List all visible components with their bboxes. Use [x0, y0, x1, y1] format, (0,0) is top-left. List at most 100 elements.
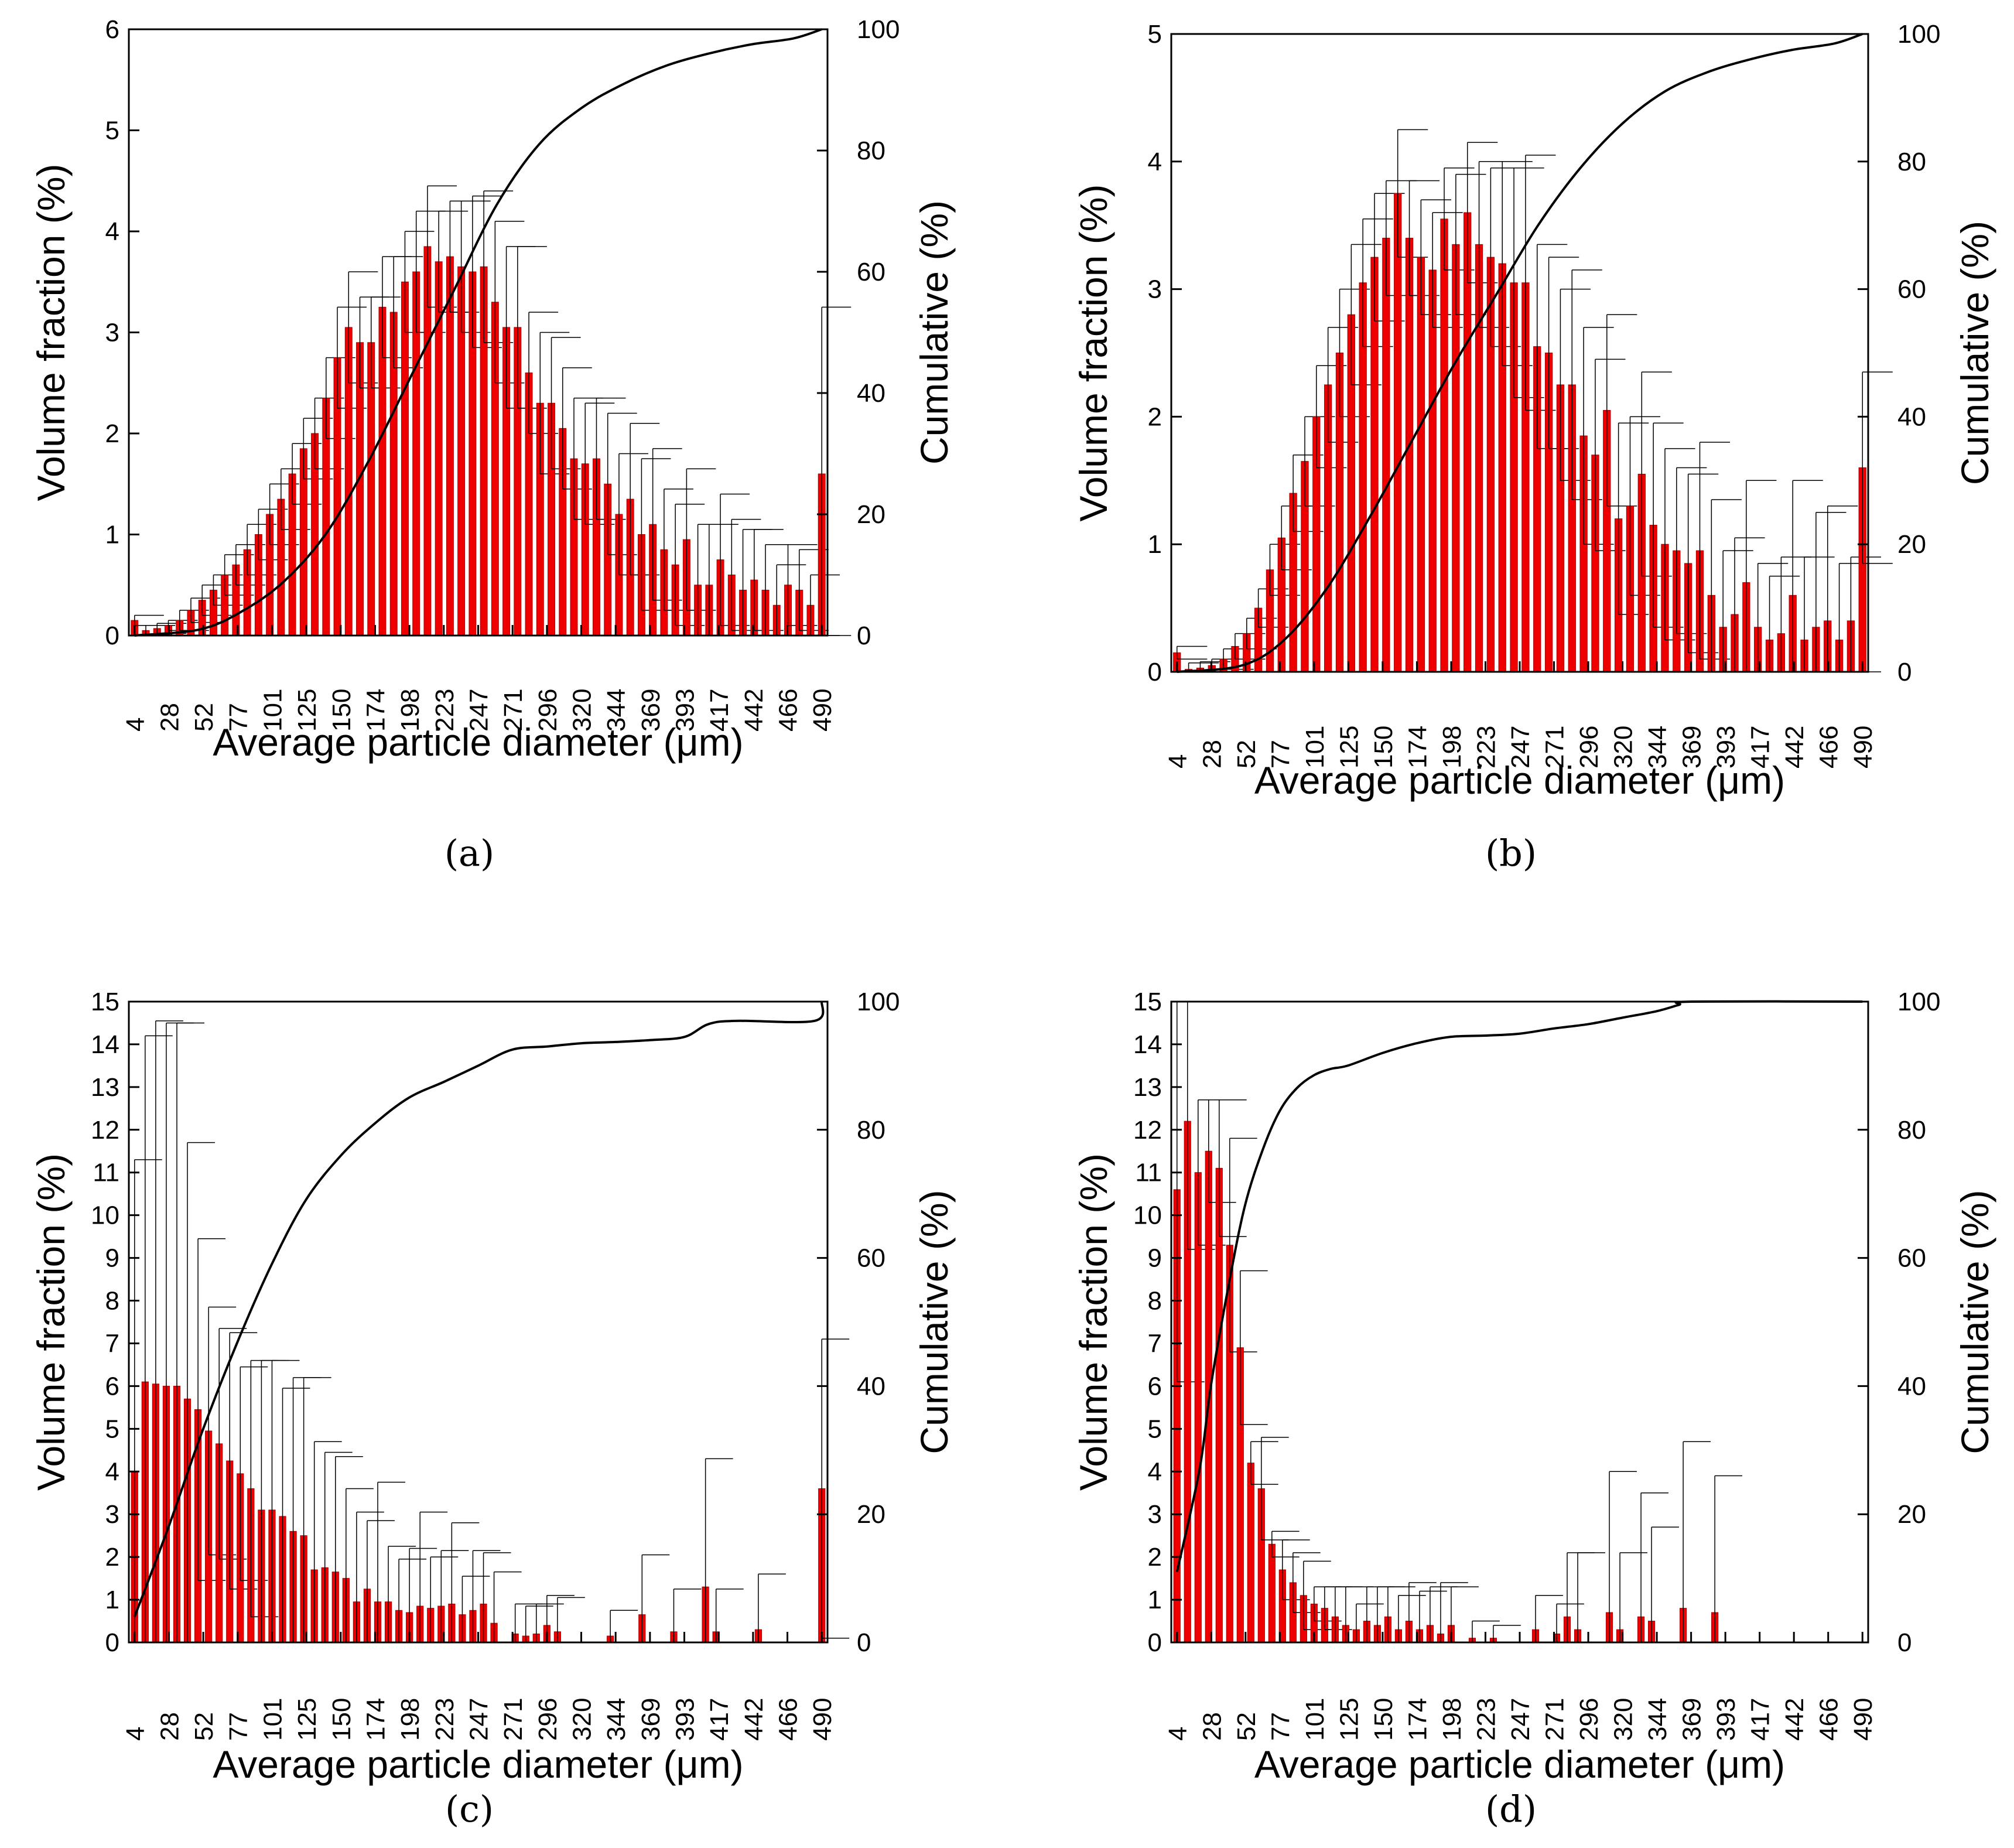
x-tick-label: 442: [1780, 1698, 1809, 1741]
y-tick-label-right: 0: [1897, 658, 1912, 686]
y-tick-label-left: 14: [1133, 1030, 1162, 1059]
y-axis-title-right: Cumulative (%): [912, 1190, 956, 1454]
y-tick-label-right: 100: [857, 988, 900, 1016]
cumulative-line: [1175, 1000, 1863, 1573]
x-tick-label: 296: [534, 1698, 562, 1741]
x-tick-label: 52: [190, 703, 218, 732]
y-tick-label-left: 4: [105, 217, 119, 246]
x-tick-label: 344: [602, 689, 631, 732]
y-tick-label-left: 3: [105, 1500, 119, 1529]
y-tick-label-left: 4: [1148, 1457, 1162, 1486]
y-axis-title-right: Cumulative (%): [1953, 1190, 1996, 1454]
y-tick-label-left: 5: [105, 1415, 119, 1443]
x-tick-label: 417: [705, 689, 734, 732]
plot-frame: [128, 1000, 829, 1644]
y-tick-label-right: 80: [857, 136, 885, 165]
x-tick-label: 271: [1541, 1698, 1570, 1741]
bar: [1440, 218, 1448, 672]
x-axis-title: Average particle diameter (μm): [1254, 759, 1785, 802]
x-tick-label: 271: [1541, 726, 1570, 768]
cumulative-line: [134, 28, 822, 637]
y-tick-label-right: 60: [1897, 1244, 1926, 1273]
panel-b: 0 1 2 3 4 5 0 20 40 60 80 100 4 28 52 77 101 125 150 174 198…: [1072, 20, 1996, 875]
y-tick-label-left: 6: [1148, 1372, 1162, 1400]
x-tick-label: 369: [1678, 1698, 1707, 1741]
x-tick-label: 417: [1746, 726, 1775, 768]
x-tick-label: 247: [465, 1698, 494, 1741]
y-tick-label-left: 1: [105, 521, 119, 549]
y-tick-label-left: 13: [91, 1073, 119, 1102]
x-tick-label: 296: [534, 689, 562, 732]
y-axis-title-left: Volume fraction (%): [1072, 185, 1115, 522]
y-tick-label-left: 12: [1133, 1116, 1162, 1145]
x-tick-label: 490: [1849, 726, 1878, 768]
x-tick-label: 198: [1438, 1698, 1466, 1741]
x-tick-label: 198: [396, 689, 425, 732]
x-tick-label: 28: [1198, 740, 1226, 768]
bar: [1247, 1463, 1254, 1643]
x-tick-label: 271: [499, 689, 528, 732]
x-tick-label: 150: [327, 1698, 356, 1741]
x-tick-label: 393: [671, 689, 700, 732]
panel-caption: (c): [445, 1788, 494, 1830]
x-tick-label: 344: [1643, 726, 1672, 768]
bar: [1394, 193, 1402, 672]
bars: [1173, 129, 1893, 672]
y-tick-label-left: 0: [1148, 1628, 1162, 1657]
y-tick-label-right: 40: [857, 379, 885, 408]
y-tick-label-left: 9: [105, 1244, 119, 1273]
x-tick-label: 417: [1746, 1698, 1775, 1741]
y-tick-label-left: 11: [93, 1159, 119, 1187]
y-tick-label-right: 60: [857, 258, 885, 286]
panel-caption: (d): [1485, 1788, 1537, 1830]
x-tick-label: 52: [190, 1712, 218, 1741]
x-tick-label: 369: [637, 689, 665, 732]
x-tick-label: 247: [1506, 1698, 1535, 1741]
y-tick-label-right: 20: [1897, 530, 1926, 559]
y-tick-label-left: 5: [1148, 20, 1162, 49]
x-tick-label: 393: [671, 1698, 700, 1741]
y-tick-label-left: 1: [105, 1586, 119, 1614]
y-tick-label-right: 20: [857, 500, 885, 529]
y-tick-label-left: 15: [1133, 988, 1162, 1016]
x-tick-label: 490: [1849, 1698, 1878, 1741]
bar: [1417, 257, 1425, 672]
x-tick-label: 125: [1335, 726, 1363, 768]
x-axis-title: Average particle diameter (μm): [213, 720, 743, 764]
x-tick-label: 296: [1575, 726, 1603, 768]
cumulative-line: [1177, 33, 1863, 673]
y-tick-label-left: 6: [105, 15, 119, 44]
y-tick-label-right: 100: [857, 15, 900, 44]
bars: [131, 185, 852, 636]
x-tick-label: 174: [1403, 1698, 1432, 1741]
x-tick-label: 101: [1301, 1698, 1329, 1741]
x-tick-label: 223: [430, 1698, 459, 1741]
y-tick-label-right: 80: [857, 1116, 885, 1145]
y-tick-label-left: 1: [1148, 530, 1162, 559]
x-tick-label: 369: [637, 1698, 665, 1741]
y-tick-label-left: 10: [1133, 1201, 1162, 1230]
y-tick-label-left: 12: [91, 1116, 119, 1145]
y-axis-title-right: Cumulative (%): [912, 200, 956, 464]
x-tick-label: 320: [568, 1698, 597, 1741]
x-tick-label: 466: [774, 689, 803, 732]
y-tick-label-left: 0: [105, 621, 119, 650]
bars: [131, 1020, 850, 1643]
y-tick-label-left: 9: [1148, 1244, 1162, 1273]
x-tick-label: 28: [1198, 1712, 1226, 1741]
plot-frame: [1170, 1000, 1869, 1644]
x-tick-label: 125: [1335, 1698, 1363, 1741]
x-tick-label: 466: [774, 1698, 803, 1741]
y-tick-label-left: 4: [1148, 148, 1162, 176]
x-tick-label: 125: [293, 689, 322, 732]
x-tick-label: 247: [465, 689, 494, 732]
y-tick-label-left: 2: [1148, 402, 1162, 431]
bar: [401, 281, 409, 636]
x-tick-label: 466: [1815, 726, 1844, 768]
x-tick-label: 320: [568, 689, 597, 732]
y-axis-title-right: Cumulative (%): [1953, 221, 1996, 485]
bar: [1215, 1167, 1223, 1643]
y-tick-label-left: 5: [1148, 1415, 1162, 1443]
